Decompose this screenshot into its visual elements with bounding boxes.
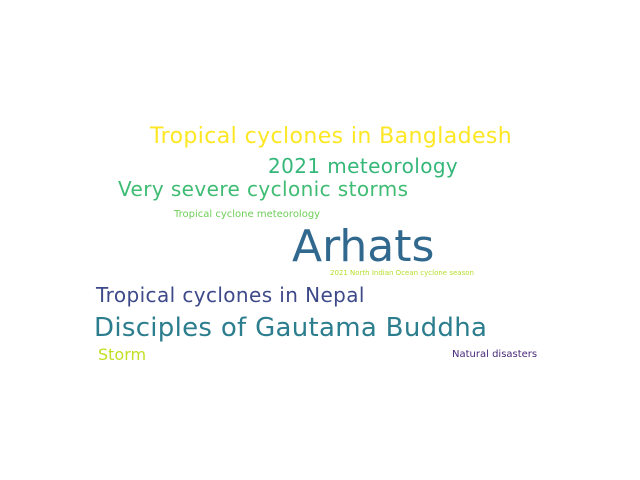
word-tropical-cyclones-in-bangladesh: Tropical cyclones in Bangladesh: [150, 124, 513, 149]
word-tropical-cyclone-meteorology: Tropical cyclone meteorology: [174, 209, 321, 220]
word-tropical-cyclones-in-nepal: Tropical cyclones in Nepal: [96, 283, 365, 307]
word-disciples-of-gautama-buddha: Disciples of Gautama Buddha: [94, 313, 488, 343]
word-arhats: Arhats: [292, 221, 435, 272]
word-very-severe-cyclonic-storms: Very severe cyclonic storms: [118, 177, 409, 201]
word-storm: Storm: [98, 345, 147, 364]
word-natural-disasters: Natural disasters: [452, 349, 538, 360]
word-2021-meteorology: 2021 meteorology: [268, 154, 459, 178]
word-2021-north-indian-ocean-cyclone-season: 2021 North Indian Ocean cyclone season: [330, 269, 474, 277]
